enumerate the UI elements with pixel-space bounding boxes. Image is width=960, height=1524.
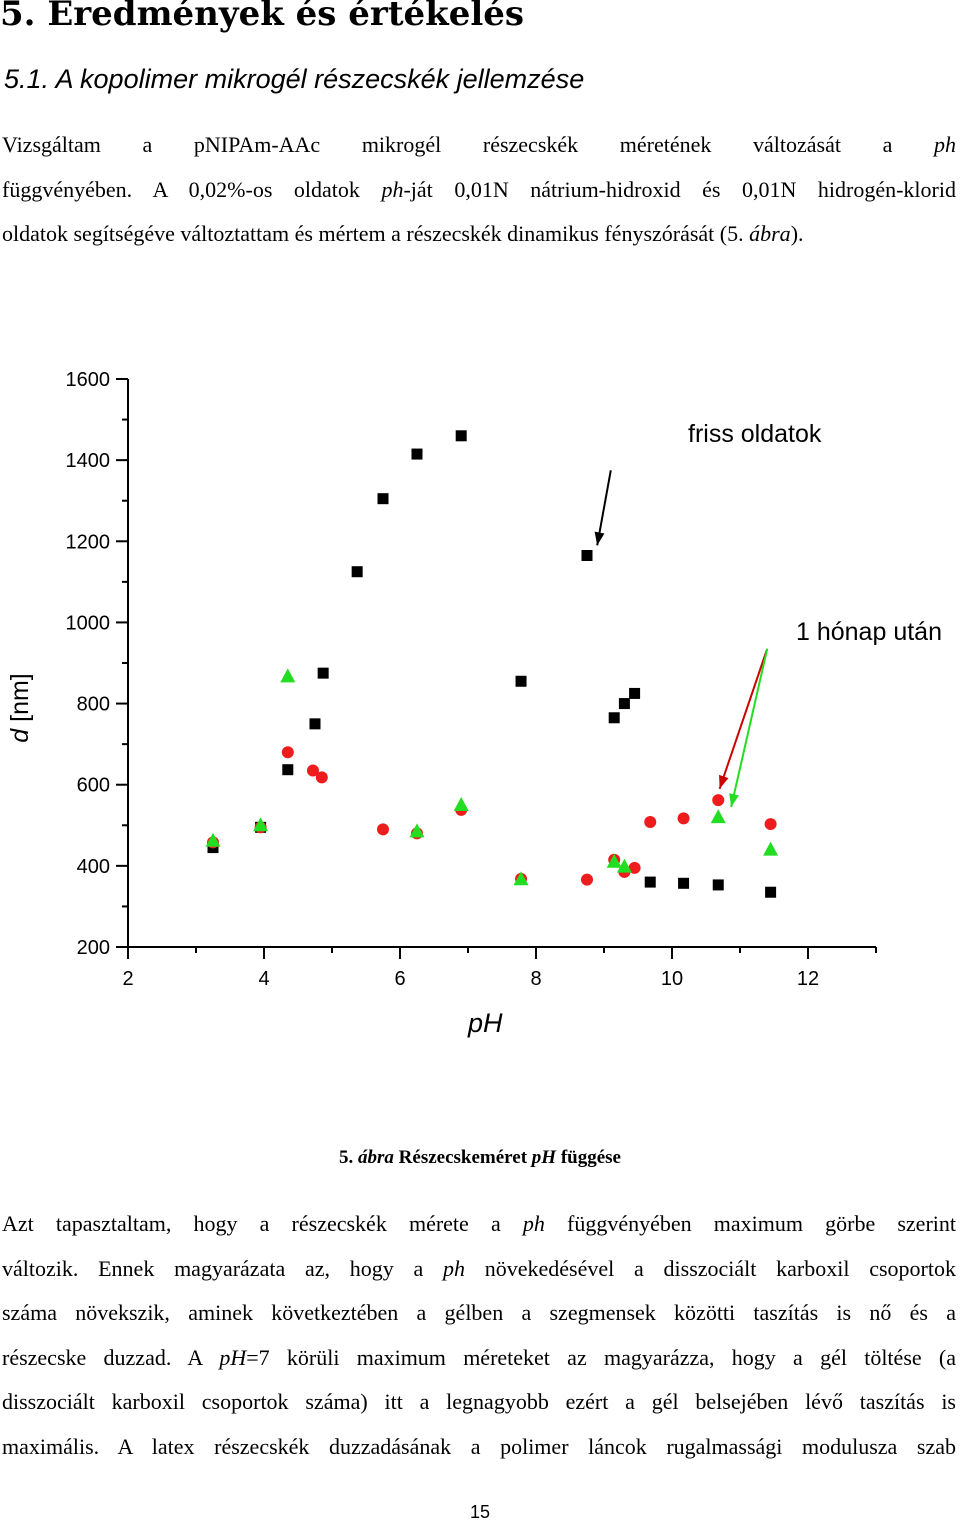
text-line: részecske duzzad. A pH=7 körüli maximum … xyxy=(2,1344,956,1370)
x-tick-label: 4 xyxy=(258,968,269,990)
annotation-arrow-line xyxy=(718,648,769,790)
data-point-triangle xyxy=(616,858,632,873)
page-number: 15 xyxy=(469,1502,491,1522)
data-point-circle xyxy=(677,812,690,825)
y-tick-label: 800 xyxy=(77,694,110,716)
y-tick-label: 600 xyxy=(77,775,110,797)
data-point-circle xyxy=(628,861,641,874)
text-line: száma növekszik, aminek következtében a … xyxy=(2,1300,956,1325)
text-line: Vizsgáltam a pNIPAm-AAc mikrogél részecs… xyxy=(2,132,956,157)
text-line: függvényében. A 0,02%-os oldatok ph-ját … xyxy=(2,176,956,202)
y-tick-label: 1200 xyxy=(66,531,111,553)
data-point-square xyxy=(515,675,527,687)
x-tick-label: 10 xyxy=(661,968,683,990)
annotation-arrow-head xyxy=(719,774,729,789)
annotation-arrow-line xyxy=(730,648,769,808)
discussion-paragraph: Azt tapasztaltam, hogy a részecskék mére… xyxy=(2,1202,956,1469)
annotation-fresh-solutions: friss oldatok xyxy=(688,420,822,448)
data-point-square xyxy=(765,886,777,898)
data-point-triangle xyxy=(409,823,425,838)
data-point-circle xyxy=(581,873,593,886)
data-point-square xyxy=(282,764,294,776)
chart-arrows xyxy=(594,470,769,808)
text-line: maximális. A latex részecskék duzzadásán… xyxy=(2,1433,956,1459)
text-line: oldatok segítségéve változtattam és mért… xyxy=(2,221,804,246)
data-point-circle xyxy=(764,818,777,831)
data-point-square xyxy=(455,430,467,442)
data-point-circle xyxy=(644,816,657,829)
text-line: változik. Ennek magyarázata az, hogy a p… xyxy=(2,1255,956,1281)
y-axis-label: d [nm] xyxy=(6,673,34,742)
data-point-circle xyxy=(306,764,319,777)
data-point-square xyxy=(411,448,423,460)
data-point-square xyxy=(317,667,329,679)
annotation-one-month-later: 1 hónap után xyxy=(796,618,942,646)
data-point-circle xyxy=(281,746,294,759)
section-heading: 5. Eredmények és értékelés xyxy=(0,0,525,34)
x-tick-label: 2 xyxy=(122,968,133,990)
data-point-triangle xyxy=(606,853,622,868)
x-axis-label: pH xyxy=(467,1008,503,1038)
data-point-circle xyxy=(315,771,328,784)
data-point-square xyxy=(377,493,389,505)
text-line: Azt tapasztaltam, hogy a részecskék mére… xyxy=(2,1211,956,1236)
data-point-triangle xyxy=(513,871,529,886)
x-tick-label: 6 xyxy=(394,968,405,990)
data-point-circle xyxy=(712,794,725,807)
data-point-square xyxy=(712,879,724,891)
data-point-triangle xyxy=(710,809,726,824)
y-tick-label: 1400 xyxy=(66,450,111,472)
data-point-square xyxy=(608,712,620,724)
particle-size-scatter-chart: 200 400 600 800 1000 1200 1400 1600 2 4 6 8 10 12 fri… xyxy=(6,369,942,1038)
y-tick-label: 1000 xyxy=(66,612,111,634)
data-point-triangle xyxy=(453,797,469,811)
subsection-heading: 5.1. A kopolimer mikrogél részecskék jel… xyxy=(4,64,585,94)
data-point-triangle xyxy=(763,841,779,856)
chart-axes: 200 400 600 800 1000 1200 1400 1600 2 4 6 8 10 12 xyxy=(66,369,877,990)
x-tick-label: 8 xyxy=(530,968,541,990)
figure-caption: 5. ábra Részecskeméret pH függése xyxy=(339,1147,621,1168)
annotation-arrow-head xyxy=(729,793,739,808)
data-point-square xyxy=(581,549,593,561)
data-point-square xyxy=(351,566,363,578)
y-tick-label: 400 xyxy=(77,856,110,878)
y-tick-label: 1600 xyxy=(66,369,111,391)
data-point-square xyxy=(678,877,690,889)
text-line: disszociált karboxil csoportok száma) it… xyxy=(2,1389,956,1414)
annotation-arrow-head xyxy=(594,531,605,546)
data-point-square xyxy=(629,687,641,699)
data-point-triangle xyxy=(280,668,296,683)
data-point-square xyxy=(644,876,656,888)
data-point-square xyxy=(618,698,630,710)
x-tick-label: 12 xyxy=(797,968,819,990)
y-tick-label: 200 xyxy=(77,937,110,959)
data-point-square xyxy=(309,718,321,730)
chart-marks xyxy=(205,430,779,898)
data-point-circle xyxy=(377,823,389,836)
intro-paragraph: Vizsgáltam a pNIPAm-AAc mikrogél részecs… xyxy=(2,123,956,257)
data-point-triangle xyxy=(205,832,221,847)
data-point-triangle xyxy=(253,817,269,832)
